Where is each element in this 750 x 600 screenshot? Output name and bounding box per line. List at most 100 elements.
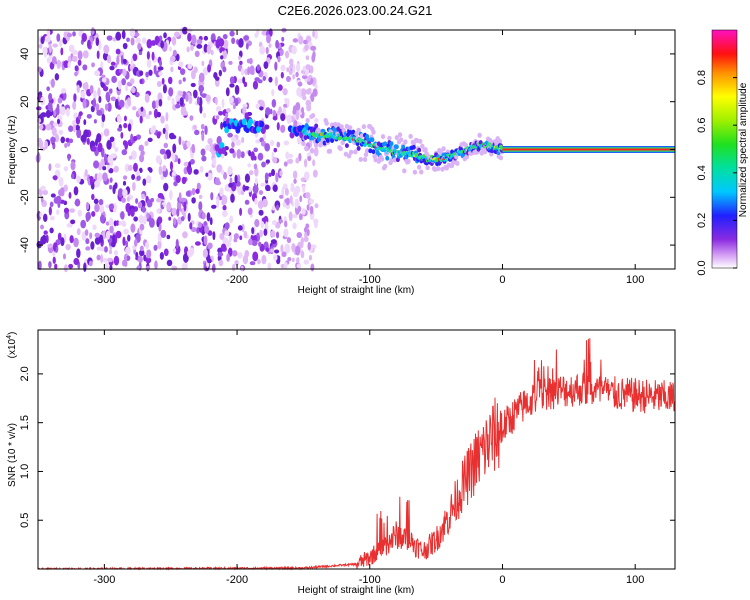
noise-dot [226, 108, 231, 113]
snr-ylabel: SNR (10 * v/v) [7, 423, 18, 487]
ridge-halo [498, 155, 504, 161]
noise-dot [272, 116, 278, 121]
ridge-blob [332, 127, 337, 132]
noise-dot [174, 104, 181, 109]
noise-dot [139, 154, 145, 163]
noise-dot [306, 228, 310, 237]
noise-dot [295, 63, 301, 73]
noise-dot [303, 158, 308, 168]
noise-dot [272, 184, 278, 192]
noise-dot [172, 247, 177, 254]
noise-dot [247, 163, 252, 168]
ridge-halo [361, 124, 367, 130]
noise-dot [54, 133, 60, 143]
snr-ytick-label-2: 1.5 [19, 415, 31, 430]
noise-dot [248, 187, 252, 193]
noise-dot [295, 245, 301, 256]
noise-dot [286, 237, 292, 244]
noise-dot [174, 244, 181, 255]
noise-dot [265, 159, 271, 164]
noise-dot [50, 136, 56, 144]
noise-dot [281, 251, 287, 258]
noise-dot [67, 61, 71, 69]
noise-dot [122, 188, 128, 198]
noise-dot [105, 91, 110, 102]
noise-dot [104, 262, 109, 270]
noise-dot [287, 256, 292, 262]
noise-dot [179, 68, 186, 75]
noise-dot [222, 210, 228, 218]
ridge-blob [385, 155, 390, 161]
noise-dot [56, 59, 62, 70]
noise-dot [155, 155, 162, 164]
noise-dot [220, 169, 225, 175]
noise-dot [125, 240, 129, 247]
noise-dot [240, 151, 245, 159]
noise-dot [109, 136, 115, 143]
noise-dot [220, 55, 224, 60]
snr-panel: -300 -200 -100 0 100 0.5 1.0 1.5 2.0 Height of … [6, 329, 676, 596]
noise-dot [165, 130, 169, 141]
noise-dot [56, 103, 60, 111]
noise-dot [232, 250, 238, 257]
noise-dot [225, 87, 230, 97]
noise-dot [212, 263, 216, 273]
cb-tick-label-2: 0.4 [696, 165, 708, 180]
noise-dot [306, 204, 310, 211]
noise-dot [78, 111, 83, 117]
noise-dot [70, 161, 76, 171]
noise-dot [212, 231, 216, 241]
noise-dot [258, 209, 264, 216]
noise-dot [122, 236, 126, 247]
noise-dot [248, 150, 252, 157]
noise-dot [271, 89, 275, 97]
noise-dot [139, 245, 144, 252]
noise-dot [102, 166, 107, 171]
noise-dot [269, 108, 273, 115]
noise-dot [254, 177, 258, 186]
noise-dot [205, 94, 211, 103]
noise-dot [42, 46, 48, 56]
noise-dot [160, 40, 165, 49]
noise-dot [183, 201, 187, 212]
noise-dot [214, 96, 218, 106]
noise-dot [91, 193, 95, 201]
noise-dot [46, 57, 52, 64]
noise-dot [185, 93, 189, 102]
noise-dot [125, 202, 131, 213]
noise-dot [202, 67, 209, 76]
noise-dot [140, 150, 145, 157]
noise-dot [114, 147, 119, 153]
noise-dot [271, 99, 277, 108]
noise-dot [65, 243, 71, 251]
noise-dot [272, 219, 277, 226]
noise-dot [183, 111, 189, 116]
noise-dot [314, 203, 319, 209]
ridge-halo [402, 168, 407, 174]
noise-dot [85, 246, 91, 251]
noise-dot [84, 169, 88, 177]
noise-dot [270, 248, 274, 253]
noise-dot [302, 185, 306, 193]
noise-dot [108, 249, 113, 255]
noise-dot [145, 256, 152, 264]
chart-title: C2E6.2026.023.00.24.G21 [278, 3, 433, 18]
noise-dot [285, 197, 290, 206]
noise-dot [119, 99, 125, 108]
snr-ytick-label-3: 2.0 [19, 366, 31, 381]
noise-dot [51, 127, 57, 137]
noise-dot [171, 36, 177, 46]
ridge-halo [371, 129, 376, 135]
noise-dot [51, 56, 57, 65]
noise-dot [158, 98, 163, 107]
noise-dot [283, 161, 288, 167]
noise-dot [140, 106, 144, 112]
ridge-halo [406, 158, 411, 164]
noise-dot [274, 61, 278, 71]
noise-dot [126, 37, 130, 42]
noise-dot [62, 253, 67, 260]
noise-dot [122, 68, 127, 77]
noise-dot [92, 224, 97, 231]
noise-dot [76, 84, 80, 94]
noise-dot [256, 64, 261, 71]
